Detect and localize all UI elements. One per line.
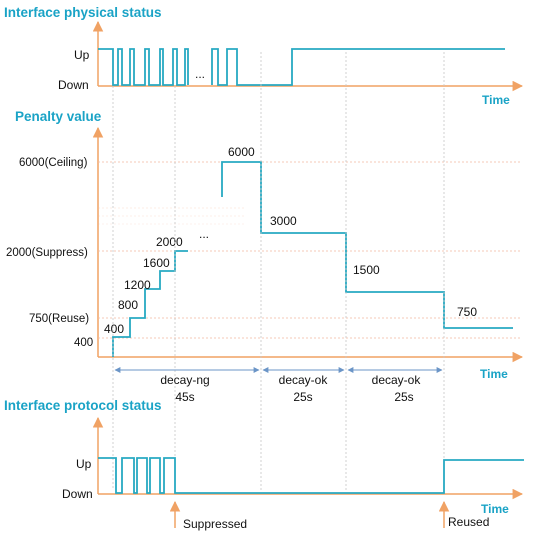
protocol-up-label: Up (76, 457, 92, 471)
decay-label-6000: 6000 (228, 145, 255, 159)
penalty-time-label: Time (480, 367, 508, 381)
physical-ellipsis: ... (195, 67, 205, 81)
phase-duration-1: 45s (175, 390, 194, 404)
penalty-curve-ceiling (221, 161, 513, 329)
phase-name-2: decay-ok (279, 373, 329, 387)
phase-duration-3: 25s (394, 390, 413, 404)
decay-label-3000: 3000 (270, 214, 297, 228)
step-label-800: 800 (118, 298, 138, 312)
physical-signal (98, 48, 189, 86)
penalty-curve (112, 250, 188, 357)
physical-signal-later (211, 48, 505, 86)
phase-duration-2: 25s (293, 390, 312, 404)
step-label-400: 400 (104, 322, 124, 336)
protocol-time-label: Time (481, 502, 509, 516)
ceiling-tick: 6000(Ceiling) (19, 157, 88, 169)
penalty-ellipsis: ... (199, 227, 209, 241)
start-tick: 400 (74, 337, 93, 349)
phase-name-3: decay-ok (372, 373, 422, 387)
protocol-status-title: Interface protocol status (4, 398, 162, 413)
suppressed-label: Suppressed (183, 517, 247, 531)
protocol-down-label: Down (62, 487, 93, 501)
step-label-1200: 1200 (124, 278, 151, 292)
protocol-signal (98, 457, 524, 494)
physical-up-label: Up (74, 48, 90, 62)
decay-label-1500: 1500 (353, 263, 380, 277)
decay-label-750: 750 (457, 305, 477, 319)
step-label-1600: 1600 (143, 256, 170, 270)
suppress-tick: 2000(Suppress) (6, 247, 88, 259)
physical-status-title: Interface physical status (4, 5, 162, 20)
physical-time-label: Time (482, 93, 510, 107)
penalty-title: Penalty value (15, 109, 102, 124)
reuse-tick: 750(Reuse) (29, 313, 89, 325)
phase-name-1: decay-ng (160, 373, 209, 387)
step-label-2000: 2000 (156, 235, 183, 249)
reused-label: Reused (448, 515, 489, 529)
physical-down-label: Down (58, 78, 89, 92)
